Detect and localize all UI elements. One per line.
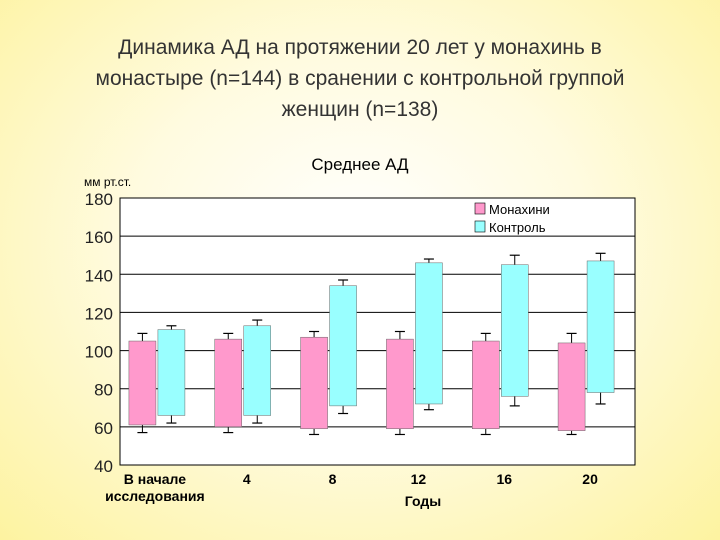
y-tick-label: 180	[85, 190, 113, 209]
bar-control	[586, 260, 615, 393]
bar-nuns	[472, 340, 500, 430]
bar-control	[157, 329, 186, 416]
gridlines	[120, 235, 635, 428]
legend-label-nuns: Монахини	[489, 202, 550, 217]
legend-swatch-nuns	[474, 202, 486, 215]
x-tick-label: исследования	[105, 488, 205, 504]
chart-title: Среднее АД	[311, 155, 409, 174]
legend-swatch-control	[474, 220, 486, 233]
y-tick-label: 60	[94, 419, 113, 438]
bar-nuns	[214, 338, 242, 428]
slide-title-line-2: монастыре (n=144) в сранении с контрольн…	[95, 67, 625, 90]
y-axis-label: мм рт.ст.	[84, 175, 131, 189]
bar-control	[501, 264, 529, 397]
x-tick-label: 4	[243, 471, 251, 487]
x-tick-label: 16	[496, 471, 512, 487]
y-tick-label: 160	[85, 228, 113, 247]
y-tick-label: 40	[94, 457, 113, 476]
slide-title-line-1: Динамика АД на протяжении 20 лет у монах…	[118, 36, 602, 59]
plot-area	[119, 197, 636, 466]
legend-label-control: Контроль	[489, 220, 546, 235]
x-axis-label: Годы	[405, 493, 441, 509]
y-tick-labels: 180 160 140 120 100 80 60 40	[85, 190, 113, 476]
y-tick-label: 140	[85, 266, 113, 285]
bar-control	[329, 285, 357, 407]
bar-nuns	[386, 338, 414, 430]
bar-nuns	[128, 340, 157, 426]
x-tick-label: 12	[411, 471, 427, 487]
bar-nuns	[557, 342, 586, 431]
x-tick-label: 8	[329, 471, 337, 487]
bars	[128, 252, 615, 436]
slide-title: Динамика АД на протяжении 20 лет у монах…	[20, 32, 700, 125]
y-tick-label: 100	[85, 343, 113, 362]
slide-title-line-3: женщин (n=138)	[281, 98, 439, 121]
bar-control	[415, 262, 443, 405]
y-tick-label: 120	[85, 304, 113, 323]
bar-control	[243, 325, 271, 416]
x-tick-label: 20	[582, 471, 598, 487]
legend: Монахини Контроль	[474, 202, 550, 235]
y-tick-label: 80	[94, 381, 113, 400]
bar-nuns	[300, 336, 328, 430]
x-tick-label: В начале	[124, 471, 187, 487]
